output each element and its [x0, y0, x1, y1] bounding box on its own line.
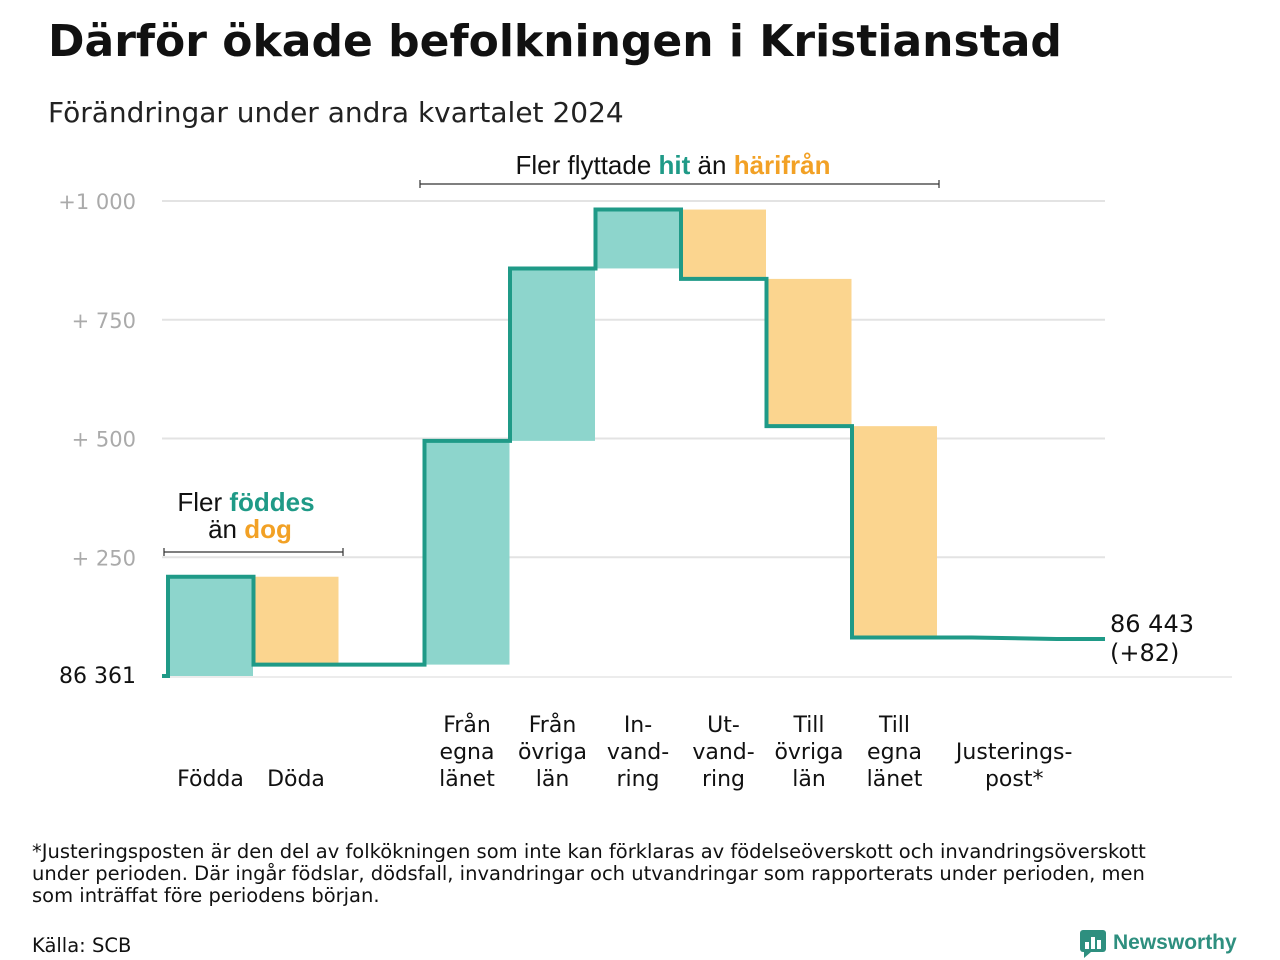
end-change-label: (+82) — [1110, 639, 1179, 667]
footnote-line-1: *Justeringsposten är den del av folkökni… — [32, 840, 1146, 863]
category-label: vand- — [607, 740, 669, 765]
births-annotation-highlight: föddes — [229, 487, 314, 517]
chart-title: Därför ökade befolkningen i Kristianstad — [48, 16, 1062, 67]
moves-annotation: Fler flyttade hit än härifrån — [419, 150, 940, 188]
category-label: Döda — [267, 767, 325, 792]
bar-invandring — [595, 209, 681, 269]
births-annotation: Fler föddes än dog — [163, 487, 344, 556]
category-label: ring — [616, 767, 659, 792]
baseline-value-label: 86 361 — [59, 664, 136, 689]
cumulative-step-line — [162, 207, 1105, 678]
bar-döda — [253, 576, 339, 665]
category-label: In- — [624, 713, 652, 738]
y-tick-label-1000: +1 000 — [58, 190, 136, 214]
y-tick-label-500: + 500 — [72, 428, 136, 452]
births-annotation-middle: än — [208, 514, 244, 544]
category-label: vand- — [692, 740, 754, 765]
births-annotation-prefix: Fler — [177, 487, 229, 517]
category-label: Födda — [177, 767, 244, 792]
category-label: län — [792, 767, 826, 792]
source-label: Källa: SCB — [32, 934, 131, 957]
end-value-label: 86 443 — [1110, 610, 1194, 638]
births-annotation-line2: än dog — [208, 514, 292, 544]
births-annotation-highlight2: dog — [244, 514, 292, 544]
category-label: Från — [529, 712, 577, 738]
footnote-line-3: som inträffat före periodens början. — [32, 884, 380, 907]
bar-utvandring — [681, 209, 766, 279]
category-label: Ut- — [707, 713, 740, 738]
category-label: Justerings- — [954, 740, 1073, 765]
bar-tillövrigalän — [766, 278, 852, 427]
births-annotation-line1: Fler föddes — [177, 487, 314, 517]
category-label: län — [536, 767, 570, 792]
y-axis-ticks: + 250 + 500 + 750 +1 000 — [58, 190, 136, 570]
moves-annotation-prefix: Fler flyttade — [515, 150, 658, 180]
footnote: *Justeringsposten är den del av folkökni… — [32, 840, 1146, 907]
category-label: övriga — [518, 740, 587, 765]
category-label: egna — [867, 740, 922, 765]
waterfall-bars — [168, 209, 937, 676]
category-label: länet — [439, 767, 495, 792]
category-label: övriga — [774, 740, 843, 765]
category-label: ring — [702, 767, 745, 792]
brand-name: Newsworthy — [1113, 931, 1237, 954]
footnote-line-2: under perioden. Där ingår födslar, dödsf… — [32, 862, 1145, 885]
newsworthy-logo-icon — [1080, 930, 1106, 958]
brand-logo: Newsworthy — [1080, 930, 1237, 958]
category-label: länet — [867, 767, 923, 792]
y-tick-label-250: + 250 — [72, 546, 136, 570]
bar-frånövrigalän — [510, 268, 595, 441]
chart-subtitle: Förändringar under andra kvartalet 2024 — [48, 96, 624, 129]
category-label: Till — [878, 713, 910, 738]
gridlines — [162, 200, 1232, 678]
category-label: post* — [985, 767, 1044, 792]
y-tick-label-750: + 750 — [72, 309, 136, 333]
moves-annotation-highlight2: härifrån — [734, 150, 831, 180]
category-label: egna — [440, 740, 495, 765]
bar-tillegnalänet — [852, 426, 937, 638]
bar-frånegnalänet — [424, 440, 510, 665]
category-label: Från — [443, 712, 491, 738]
moves-annotation-text: Fler flyttade hit än härifrån — [515, 150, 830, 180]
bar-födda — [168, 576, 253, 676]
moves-annotation-highlight: hit — [659, 150, 691, 180]
category-label: Till — [792, 713, 824, 738]
moves-annotation-middle: än — [690, 150, 733, 180]
category-labels: Födda DödaFrånegnalänetFrånövrigalänIn-va… — [177, 712, 1072, 792]
